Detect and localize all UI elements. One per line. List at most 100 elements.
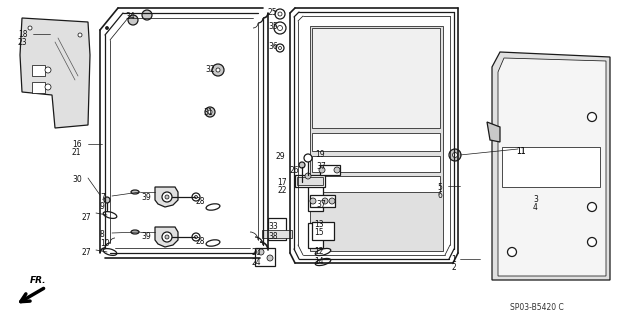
Circle shape (588, 203, 596, 211)
Text: 25: 25 (268, 8, 278, 17)
Text: SP03-B5420 C: SP03-B5420 C (510, 303, 564, 312)
Text: 39: 39 (141, 193, 151, 202)
Ellipse shape (206, 240, 220, 246)
Circle shape (299, 162, 305, 168)
Circle shape (508, 248, 516, 256)
Circle shape (267, 255, 273, 261)
Text: 8: 8 (100, 230, 105, 239)
Circle shape (104, 197, 110, 203)
Text: 36: 36 (268, 42, 278, 51)
Bar (310, 26, 443, 251)
Circle shape (165, 195, 169, 199)
Circle shape (162, 192, 172, 202)
Bar (312, 133, 440, 151)
Circle shape (205, 107, 215, 117)
Circle shape (452, 152, 458, 158)
Polygon shape (498, 58, 606, 276)
Polygon shape (487, 122, 500, 142)
Text: 28: 28 (196, 237, 205, 246)
Text: 16: 16 (72, 140, 82, 149)
Text: 28: 28 (196, 197, 205, 206)
Text: 7: 7 (100, 193, 105, 202)
Circle shape (128, 15, 138, 25)
Circle shape (142, 10, 152, 20)
Circle shape (192, 193, 200, 201)
Circle shape (588, 238, 596, 247)
Circle shape (195, 196, 198, 198)
Circle shape (322, 198, 328, 204)
Circle shape (195, 235, 198, 239)
Text: 6: 6 (437, 191, 442, 200)
Circle shape (305, 173, 311, 179)
Circle shape (212, 64, 224, 76)
Circle shape (334, 167, 340, 173)
Text: 13: 13 (314, 220, 324, 229)
Text: 22: 22 (277, 186, 287, 195)
Polygon shape (155, 227, 178, 247)
Circle shape (276, 44, 284, 52)
Text: 19: 19 (315, 150, 324, 159)
Text: 38: 38 (268, 232, 278, 241)
Text: 4: 4 (533, 203, 538, 212)
Bar (502, 147, 600, 187)
Circle shape (78, 33, 82, 37)
Circle shape (208, 110, 212, 114)
Circle shape (45, 84, 51, 90)
Polygon shape (155, 187, 178, 207)
Ellipse shape (131, 230, 139, 234)
Text: 37: 37 (316, 200, 326, 209)
Circle shape (588, 113, 596, 122)
Ellipse shape (131, 190, 139, 194)
Circle shape (45, 67, 51, 73)
Bar (268, 218, 286, 240)
Text: 32: 32 (205, 65, 214, 74)
Text: 37: 37 (316, 162, 326, 171)
Text: 12: 12 (314, 247, 323, 256)
Circle shape (449, 149, 461, 161)
Bar (262, 230, 292, 238)
Circle shape (304, 154, 312, 162)
Bar (320, 165, 340, 175)
Text: 31: 31 (203, 108, 212, 117)
Text: 11: 11 (516, 147, 525, 156)
Text: 35: 35 (268, 22, 278, 31)
Text: 27: 27 (82, 248, 92, 257)
Ellipse shape (316, 249, 331, 256)
Bar (32, 65, 45, 76)
Bar (32, 82, 45, 93)
Ellipse shape (103, 211, 117, 219)
Text: 30: 30 (72, 175, 82, 184)
Bar (308, 186, 323, 211)
Circle shape (192, 233, 200, 241)
Bar (312, 28, 440, 128)
Polygon shape (20, 18, 90, 128)
Circle shape (310, 198, 316, 204)
Text: 39: 39 (141, 232, 151, 241)
Text: 20: 20 (252, 248, 262, 257)
Text: 18: 18 (18, 30, 28, 39)
Circle shape (319, 167, 325, 173)
Text: 11: 11 (516, 147, 525, 156)
Text: 23: 23 (18, 38, 28, 47)
Bar (308, 223, 323, 248)
Text: 24: 24 (252, 258, 262, 267)
Text: 15: 15 (314, 228, 324, 237)
Text: 5: 5 (437, 183, 442, 192)
Polygon shape (492, 52, 610, 280)
Text: FR.: FR. (30, 276, 47, 285)
Circle shape (216, 68, 220, 72)
Circle shape (274, 22, 286, 34)
Circle shape (28, 26, 32, 30)
Text: 9: 9 (100, 202, 105, 211)
Text: 1: 1 (451, 255, 456, 264)
Ellipse shape (103, 249, 117, 256)
Text: 27: 27 (82, 213, 92, 222)
Bar (312, 176, 440, 192)
Text: 33: 33 (268, 222, 278, 231)
Bar (312, 222, 334, 240)
Text: 29: 29 (275, 152, 285, 161)
Circle shape (329, 198, 335, 204)
Bar (312, 156, 440, 172)
Text: 10: 10 (100, 239, 109, 248)
Bar (297, 177, 323, 185)
